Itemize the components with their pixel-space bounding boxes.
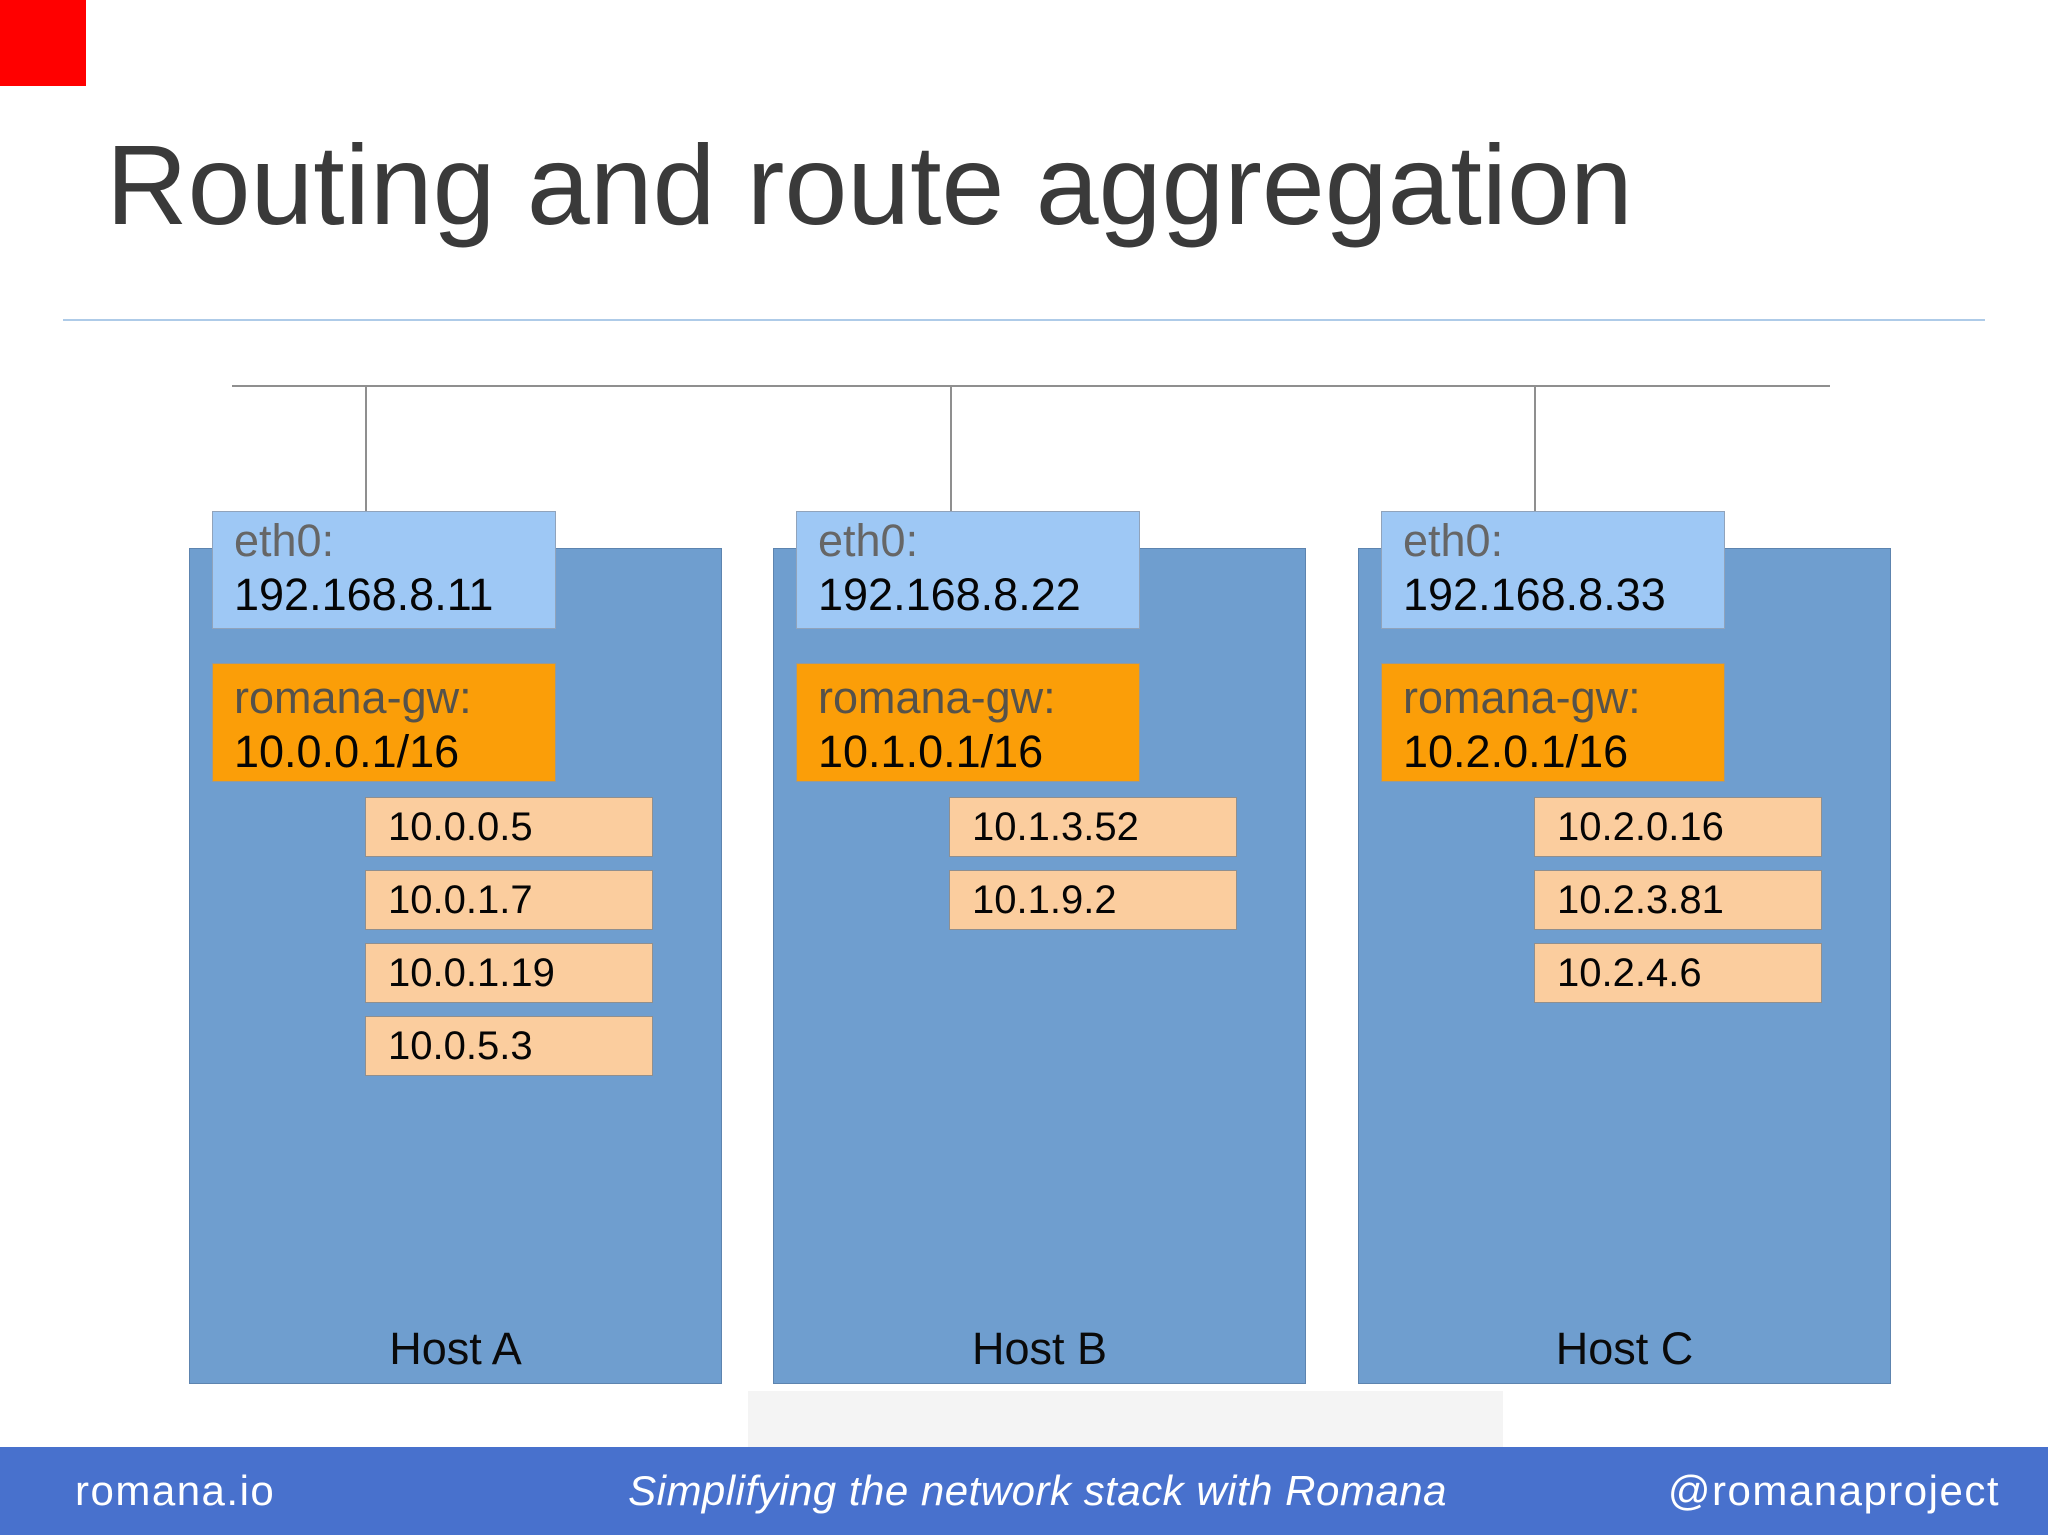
- endpoint-list: 10.2.0.16 10.2.3.81 10.2.4.6: [1534, 797, 1822, 1003]
- eth0-label: eth0:: [818, 515, 919, 566]
- gateway-label: romana-gw:: [1403, 672, 1641, 723]
- gateway-cidr: 10.1.0.1/16: [818, 726, 1044, 777]
- network-bus-line: [232, 385, 1830, 387]
- host-name-label: Host B: [971, 1323, 1108, 1374]
- footer-site-label: romana.io: [75, 1467, 276, 1514]
- eth0-interface-box: eth0: 192.168.8.33: [1381, 511, 1725, 629]
- gateway-cidr: 10.0.0.1/16: [234, 726, 460, 777]
- endpoint-ip-box: 10.0.1.7: [365, 870, 653, 930]
- gateway-label: romana-gw:: [234, 672, 472, 723]
- eth0-ip-address: 192.168.8.33: [1403, 569, 1666, 620]
- eth0-label: eth0:: [1403, 515, 1504, 566]
- eth0-interface-box: eth0: 192.168.8.22: [796, 511, 1140, 629]
- eth0-label: eth0:: [234, 515, 335, 566]
- endpoint-ip-box: 10.0.1.19: [365, 943, 653, 1003]
- endpoint-list: 10.1.3.52 10.1.9.2: [949, 797, 1237, 930]
- romana-gateway-box: romana-gw: 10.0.0.1/16: [212, 663, 556, 782]
- endpoint-list: 10.0.0.5 10.0.1.7 10.0.1.19 10.0.5.3: [365, 797, 653, 1076]
- footer-tagline: Simplifying the network stack with Roman…: [628, 1467, 1447, 1514]
- endpoint-ip-text: 10.2.0.16: [1557, 804, 1724, 849]
- gateway-label: romana-gw:: [818, 672, 1056, 723]
- footer-twitter-handle: @romanaproject: [1667, 1467, 2001, 1514]
- connector-line-host-a: [365, 385, 367, 512]
- endpoint-ip-text: 10.2.4.6: [1557, 950, 1702, 995]
- endpoint-ip-text: 10.1.9.2: [972, 877, 1117, 922]
- endpoint-ip-box: 10.1.9.2: [949, 870, 1237, 930]
- title-separator-line: [63, 319, 1985, 321]
- endpoint-ip-box: 10.2.3.81: [1534, 870, 1822, 930]
- host-box-2: eth0: 192.168.8.33 romana-gw: 10.2.0.1/1…: [1358, 511, 1891, 1384]
- red-accent-square: [0, 0, 86, 86]
- connector-line-host-b: [950, 385, 952, 512]
- host-box-0: eth0: 192.168.8.11 romana-gw: 10.0.0.1/1…: [189, 511, 722, 1384]
- endpoint-ip-text: 10.1.3.52: [972, 804, 1139, 849]
- romana-gateway-box: romana-gw: 10.2.0.1/16: [1381, 663, 1725, 782]
- endpoint-ip-text: 10.0.0.5: [388, 804, 533, 849]
- romana-gateway-box: romana-gw: 10.1.0.1/16: [796, 663, 1140, 782]
- endpoint-ip-text: 10.0.1.7: [388, 877, 533, 922]
- eth0-ip-address: 192.168.8.22: [818, 569, 1081, 620]
- endpoint-ip-text: 10.0.5.3: [388, 1023, 533, 1068]
- endpoint-ip-text: 10.0.1.19: [388, 950, 555, 995]
- gateway-cidr: 10.2.0.1/16: [1403, 726, 1629, 777]
- endpoint-ip-box: 10.0.0.5: [365, 797, 653, 857]
- eth0-ip-address: 192.168.8.11: [234, 569, 494, 620]
- host-box-1: eth0: 192.168.8.22 romana-gw: 10.1.0.1/1…: [773, 511, 1306, 1384]
- eth0-interface-box: eth0: 192.168.8.11: [212, 511, 556, 629]
- endpoint-ip-box: 10.2.0.16: [1534, 797, 1822, 857]
- footer-bar: romana.io Simplifying the network stack …: [0, 1447, 2048, 1535]
- endpoint-ip-text: 10.2.3.81: [1557, 877, 1724, 922]
- connector-line-host-c: [1534, 385, 1536, 512]
- background-band: [748, 1391, 1503, 1448]
- endpoint-ip-box: 10.1.3.52: [949, 797, 1237, 857]
- host-name-label: Host A: [389, 1323, 522, 1374]
- endpoint-ip-box: 10.2.4.6: [1534, 943, 1822, 1003]
- page-title: Routing and route aggregation: [106, 122, 1633, 248]
- endpoint-ip-box: 10.0.5.3: [365, 1016, 653, 1076]
- host-name-label: Host C: [1555, 1323, 1694, 1374]
